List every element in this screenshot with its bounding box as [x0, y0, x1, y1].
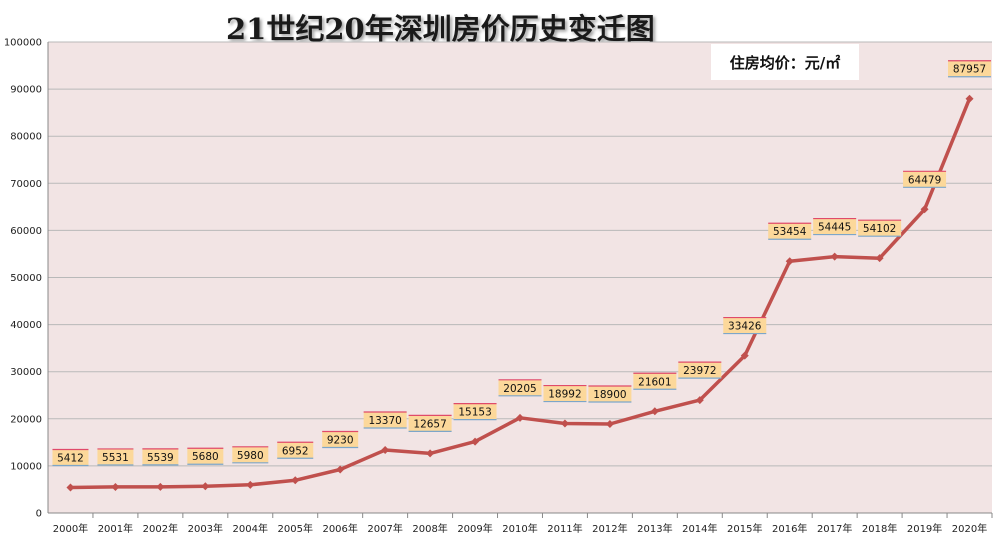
data-label: 54445	[818, 222, 851, 234]
data-label-box	[277, 442, 314, 459]
data-point	[111, 482, 120, 491]
data-label: 5980	[237, 450, 264, 462]
data-point	[785, 257, 794, 266]
x-tick-label: 2013年	[637, 522, 672, 535]
data-point	[605, 419, 614, 428]
data-point	[426, 449, 435, 458]
data-label: 5539	[147, 452, 174, 464]
data-label-box	[903, 171, 947, 188]
data-point	[875, 254, 884, 263]
data-label-box	[453, 403, 497, 420]
data-label-box	[322, 431, 359, 448]
data-label-box	[232, 446, 269, 463]
x-tick-label: 2011年	[547, 522, 582, 535]
data-point	[830, 252, 839, 261]
data-label-box	[408, 415, 452, 432]
x-tick-label: 2003年	[188, 522, 223, 535]
x-tick-label: 2014年	[682, 522, 717, 535]
data-label-box	[588, 385, 632, 402]
data-label: 18900	[593, 389, 626, 401]
y-tick-label: 50000	[10, 273, 42, 284]
data-point	[965, 94, 974, 103]
x-tick-label: 2019年	[907, 522, 942, 535]
x-tick-label: 2005年	[278, 522, 313, 535]
data-point	[246, 480, 255, 489]
x-tick-label: 2008年	[412, 522, 447, 535]
x-tick-label: 2002年	[143, 522, 178, 535]
chart-title: 21世纪20年深圳房价历史变迁图	[226, 12, 655, 46]
data-label: 5412	[57, 453, 84, 465]
data-label-box	[813, 218, 857, 235]
y-tick-label: 90000	[10, 85, 42, 96]
y-tick-label: 70000	[10, 179, 42, 190]
data-label-box	[633, 373, 677, 390]
data-point	[471, 437, 480, 446]
y-tick-label: 20000	[10, 414, 42, 425]
x-tick-label: 2020年	[952, 522, 987, 535]
data-label-box	[187, 448, 224, 465]
data-label-box	[543, 385, 587, 402]
data-point	[291, 476, 300, 485]
data-label-box	[97, 448, 134, 465]
data-label-box	[723, 317, 767, 334]
x-tick-label: 2017年	[817, 522, 852, 535]
data-label-box	[52, 449, 89, 466]
data-point	[560, 419, 569, 428]
data-label: 18992	[548, 389, 581, 401]
data-label: 5531	[102, 452, 129, 464]
y-tick-label: 10000	[10, 461, 42, 472]
data-label-box	[363, 412, 407, 429]
x-tick-label: 2000年	[53, 522, 88, 535]
data-point	[336, 465, 345, 474]
data-label: 6952	[282, 445, 309, 457]
data-label: 12657	[413, 418, 446, 430]
data-label: 33426	[728, 321, 762, 333]
data-label-box	[678, 362, 722, 379]
y-tick-label: 0	[36, 509, 42, 520]
data-label: 64479	[908, 174, 941, 186]
data-label: 54102	[863, 223, 896, 235]
data-point	[920, 205, 929, 214]
data-label: 15153	[458, 407, 491, 419]
data-point	[201, 482, 210, 491]
data-label: 53454	[773, 226, 807, 238]
x-tick-label: 2007年	[367, 522, 402, 535]
x-tick-label: 2016年	[772, 522, 807, 535]
data-label-box	[948, 60, 992, 77]
data-label-box	[768, 223, 812, 240]
data-point	[516, 413, 524, 422]
data-point	[740, 351, 749, 360]
data-label: 23972	[683, 365, 716, 377]
y-tick-label: 60000	[10, 226, 42, 237]
x-tick-label: 2018年	[862, 522, 897, 535]
data-point	[695, 396, 704, 405]
x-tick-label: 2001年	[98, 522, 133, 535]
data-point	[156, 482, 165, 491]
x-tick-label: 2004年	[233, 522, 268, 535]
y-tick-label: 100000	[4, 38, 42, 49]
data-point	[650, 407, 659, 416]
data-label-box	[498, 379, 542, 396]
x-tick-label: 2006年	[322, 522, 357, 535]
data-label: 13370	[368, 415, 401, 427]
x-tick-label: 2010年	[502, 522, 537, 535]
data-label: 9230	[327, 435, 354, 447]
y-tick-label: 30000	[10, 367, 42, 378]
data-label-box	[142, 448, 179, 465]
data-label: 20205	[503, 383, 536, 395]
data-point	[66, 483, 75, 492]
data-label: 5680	[192, 451, 219, 463]
data-label: 87957	[953, 64, 986, 76]
x-tick-label: 2015年	[727, 522, 762, 535]
data-point	[381, 446, 390, 455]
unit-label: 住房均价：元/㎡	[711, 44, 859, 80]
x-tick-label: 2012年	[592, 522, 627, 535]
data-label: 21601	[638, 376, 671, 388]
y-tick-label: 80000	[10, 132, 42, 143]
data-label-box	[858, 220, 902, 237]
y-tick-label: 40000	[10, 320, 42, 331]
x-tick-label: 2009年	[457, 522, 492, 535]
